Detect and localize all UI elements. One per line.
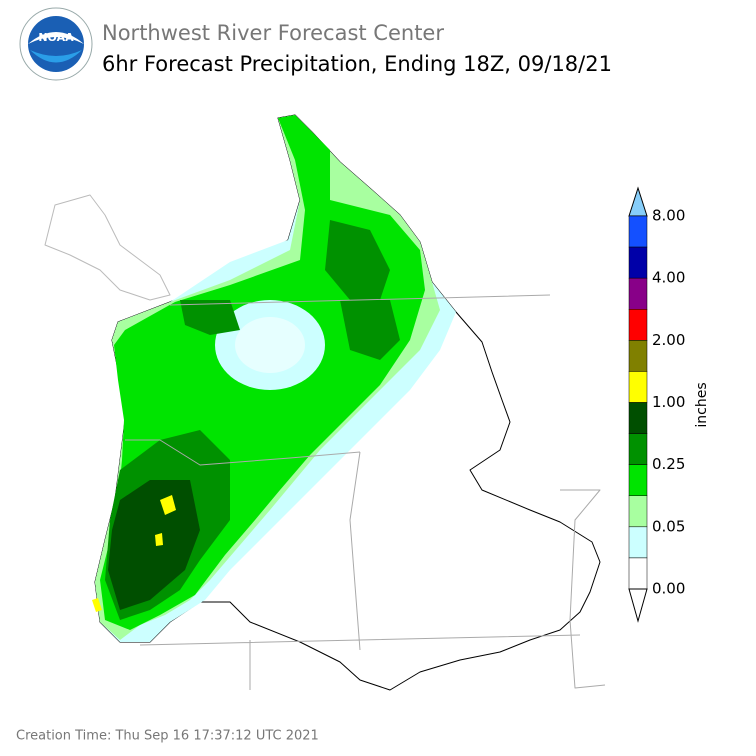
colorbar-segment xyxy=(628,526,648,559)
colorbar-segment xyxy=(628,433,648,465)
colorbar-label: 1.00 xyxy=(652,393,685,411)
agency-title: Northwest River Forecast Center xyxy=(102,21,444,45)
colorbar-segment xyxy=(628,464,648,496)
creation-time: Creation Time: Thu Sep 16 17:37:12 UTC 2… xyxy=(16,729,319,744)
colorbar-arrow-bottom xyxy=(628,588,648,623)
colorbar-segment xyxy=(628,215,648,248)
colorbar-arrow-top xyxy=(628,186,648,217)
colorbar-segment xyxy=(628,340,648,372)
colorbar-label: 2.00 xyxy=(652,331,685,349)
map xyxy=(44,114,606,691)
noaa-logo: NOAA xyxy=(19,7,93,81)
colorbar-unit: inches xyxy=(694,382,710,427)
colorbar-segment xyxy=(628,277,648,310)
colorbar-label: 0.25 xyxy=(652,455,685,473)
colorbar-segment xyxy=(628,402,648,434)
map-title: 6hr Forecast Precipitation, Ending 18Z, … xyxy=(102,52,612,76)
logo-text: NOAA xyxy=(38,31,74,44)
colorbar-label: 8.00 xyxy=(652,207,685,225)
colorbar-label: 4.00 xyxy=(652,269,685,287)
colorbar-segment xyxy=(628,371,648,403)
colorbar-segment xyxy=(628,309,648,341)
colorbar-label: 0.05 xyxy=(652,517,685,535)
colorbar: 8.00 4.00 2.00 1.00 0.25 0.05 0.00 xyxy=(628,186,685,623)
colorbar-label: 0.00 xyxy=(652,580,685,598)
colorbar-segment xyxy=(628,557,648,590)
colorbar-segment xyxy=(628,495,648,528)
colorbar-segment xyxy=(628,246,648,279)
